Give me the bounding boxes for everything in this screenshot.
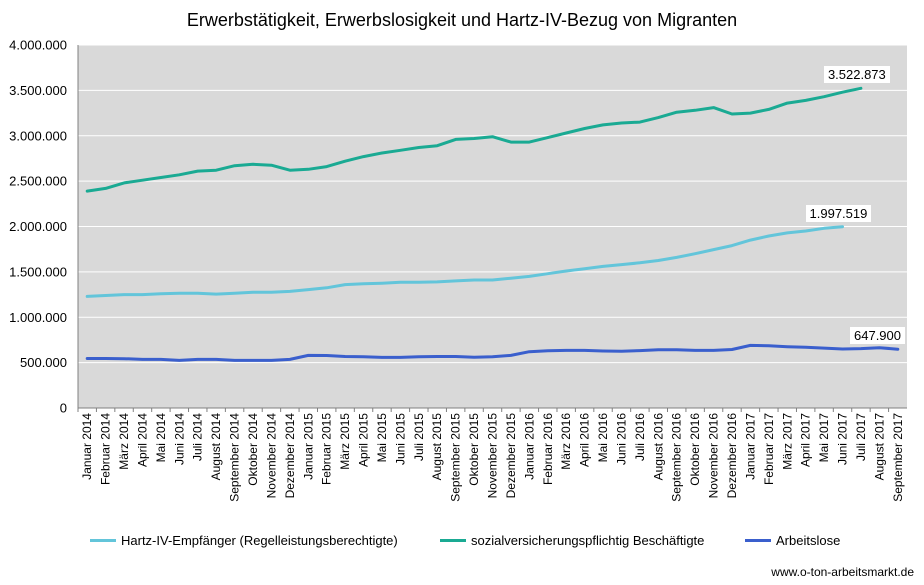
x-tick-label: August 2014 [209,413,223,481]
y-tick-label: 500.000 [20,355,67,370]
legend-item-hartz-iv: Hartz-IV-Empfänger (Regelleistungsberech… [90,533,398,548]
legend-label-hartz-iv: Hartz-IV-Empfänger (Regelleistungsberech… [121,533,398,548]
x-tick-label: Februar 2015 [320,413,334,485]
x-tick-label: Dezember 2015 [504,413,518,499]
x-tick-label: Juli 2014 [191,413,205,461]
legend-label-beschaeftigte: sozialversicherungspflichtig Beschäftigt… [471,533,705,548]
x-tick-label: August 2016 [651,413,665,481]
x-tick-label: März 2014 [117,413,131,470]
x-tick-label: Februar 2017 [762,413,776,485]
x-tick-label: Dezember 2016 [725,413,739,499]
x-tick-label: September 2014 [228,413,242,502]
x-tick-label: April 2017 [799,413,813,467]
x-tick-label: November 2016 [707,413,721,499]
x-tick-label: März 2016 [559,413,573,470]
x-tick-label: Mai 2017 [817,413,831,463]
x-tick-label: Juli 2015 [412,413,426,461]
series-line-1 [85,86,863,193]
series-line-0 [85,225,844,298]
legend-swatch-arbeitslose [745,539,771,542]
x-tick-label: September 2017 [891,413,905,502]
y-tick-label: 1.500.000 [9,264,67,279]
x-tick-label: Mai 2014 [154,413,168,463]
x-tick-label: Juni 2015 [393,413,407,465]
y-tick-label: 2.500.000 [9,174,67,189]
x-tick-label: Mai 2015 [375,413,389,463]
y-tick-label: 3.000.000 [9,128,67,143]
y-tick-label: 4.000.000 [9,38,67,53]
x-tick-label: September 2015 [449,413,463,502]
x-tick-label: September 2016 [670,413,684,502]
legend-swatch-beschaeftigte [440,539,466,542]
x-tick-label: Februar 2014 [99,413,113,485]
x-tick-label: Oktober 2015 [467,413,481,486]
y-tick-label: 1.000.000 [9,310,67,325]
x-tick-label: Juni 2016 [614,413,628,465]
x-tick-label: Juli 2016 [633,413,647,461]
chart-title: Erwerbstätigkeit, Erwerbslosigkeit und H… [186,10,738,30]
x-tick-label: Februar 2016 [541,413,555,485]
data-callout-2: 647.900 [850,327,905,345]
data-callout-1: 3.522.873 [823,66,890,84]
y-tick-label: 3.500.000 [9,83,67,98]
x-tick-label: Januar 2016 [522,413,536,480]
x-tick-label: Dezember 2014 [283,413,297,499]
x-tick-label: August 2015 [430,413,444,481]
x-tick-label: Juni 2017 [836,413,850,465]
x-tick-label: Mai 2016 [596,413,610,463]
x-tick-label: November 2015 [486,413,500,499]
x-tick-label: April 2016 [578,413,592,467]
data-callout-0: 1.997.519 [805,204,872,222]
x-tick-label: Juli 2017 [854,413,868,461]
x-tick-label: April 2015 [357,413,371,467]
x-tick-label: Januar 2017 [743,413,757,480]
series-line-2 [85,343,900,362]
y-tick-label: 2.000.000 [9,219,67,234]
x-tick-label: Juni 2014 [172,413,186,465]
x-tick-label: März 2015 [338,413,352,470]
chart-legend: Hartz-IV-Empfänger (Regelleistungsberech… [0,533,924,553]
legend-swatch-hartz-iv [90,539,116,542]
legend-label-arbeitslose: Arbeitslose [776,533,841,548]
x-tick-label: Januar 2014 [80,413,94,480]
x-tick-label: April 2014 [135,413,149,467]
x-tick-label: März 2017 [780,413,794,470]
legend-item-arbeitslose: Arbeitslose [745,533,840,548]
x-tick-label: Oktober 2014 [246,413,260,486]
x-tick-label: November 2014 [264,413,278,499]
x-tick-label: Oktober 2016 [688,413,702,486]
source-credit: www.o-ton-arbeitsmarkt.de [771,565,914,579]
x-tick-label: August 2017 [872,413,886,481]
x-tick-label: Januar 2015 [301,413,315,480]
legend-item-beschaeftigte: sozialversicherungspflichtig Beschäftigt… [440,533,704,548]
y-tick-label: 0 [60,401,67,416]
